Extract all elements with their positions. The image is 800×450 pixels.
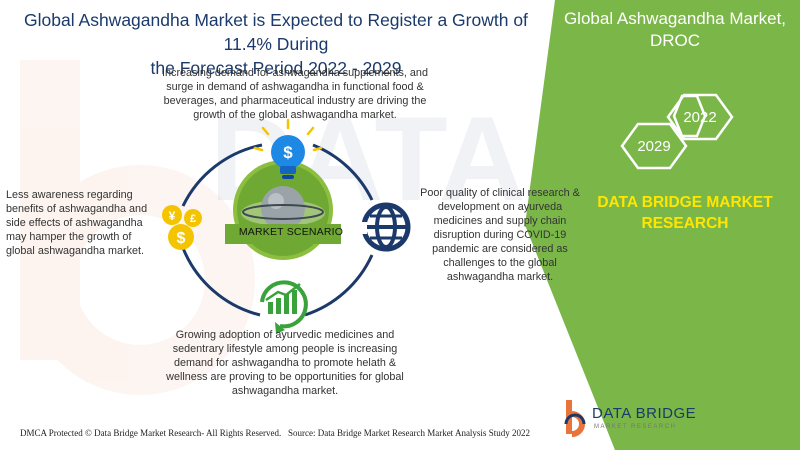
hex-year-2022: 2022 <box>683 109 716 126</box>
svg-text:$: $ <box>177 230 186 247</box>
drivers-text: Increasing demand for ashwagandha supple… <box>162 67 428 121</box>
planet-icon <box>225 160 341 260</box>
opportunities-text: Growing adoption of ayurvedic medicines … <box>166 329 404 397</box>
panel-title-line-1: Global Ashwagandha Market, <box>563 9 787 28</box>
globe-icon <box>355 202 411 252</box>
growth-chart-icon <box>260 280 308 334</box>
hexagon-2029: 2029 <box>620 122 688 170</box>
page-title: Global Ashwagandha Market is Expected to… <box>6 8 546 80</box>
panel-brand-line-2: RESEARCH <box>641 215 729 232</box>
hexagon-2022: 2022 <box>666 93 734 141</box>
hex-year-2029: 2029 <box>637 138 670 155</box>
svg-text:¥: ¥ <box>169 209 176 223</box>
logo-wordmark: DATA BRIDGE <box>592 405 697 422</box>
market-scenario-label: MARKET SCENARIO <box>238 226 344 238</box>
panel-brand: DATA BRIDGE MARKET RESEARCH <box>580 192 790 234</box>
logo-subtitle: MARKET RESEARCH <box>594 424 677 430</box>
svg-text:$: $ <box>283 143 293 162</box>
title-line-2: the Forecast Period 2022 - 2029 <box>150 58 402 78</box>
panel-brand-line-1: DATA BRIDGE MARKET <box>597 194 773 211</box>
panel-title: Global Ashwagandha Market, DROC <box>560 8 790 52</box>
data-bridge-logo-mark <box>564 400 586 437</box>
lightbulb-dollar-icon: $ <box>253 118 323 179</box>
copyright-notice: DMCA Protected © Data Bridge Market Rese… <box>20 428 282 438</box>
svg-text:£: £ <box>190 213 196 225</box>
source-note: Source: Data Bridge Market Research Mark… <box>288 428 530 438</box>
challenges-text: Poor quality of clinical research & deve… <box>420 187 580 283</box>
title-line-1: Global Ashwagandha Market is Expected to… <box>24 10 528 54</box>
currency-coins-icon: ¥ £ $ <box>162 205 202 250</box>
restraints-text: Less awareness regarding benefits of ash… <box>6 189 148 257</box>
panel-title-line-2: DROC <box>649 31 701 50</box>
